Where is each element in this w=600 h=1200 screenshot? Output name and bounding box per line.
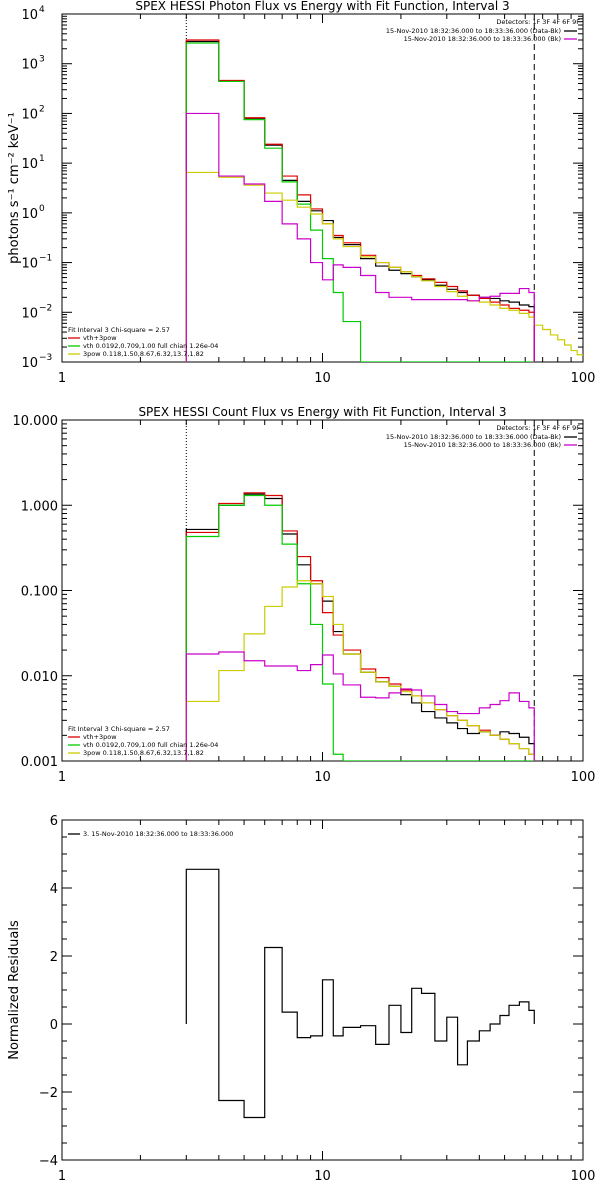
x-tick-label: 1 — [58, 770, 66, 785]
x-tick-label: 1 — [58, 371, 66, 386]
y-tick-label: 10 — [21, 8, 38, 23]
y-tick-label: 10 — [21, 157, 38, 172]
y-tick-exponent: 4 — [39, 5, 45, 15]
legend-entry-label: vth+3pow — [83, 733, 117, 741]
plot-frame — [61, 13, 584, 363]
series-3pow — [185, 580, 535, 761]
legend-entry-label: vth+3pow — [83, 334, 117, 342]
y-tick-label: 0.010 — [21, 670, 58, 685]
legend-entry-label: 15-Nov-2010 18:32:36.000 to 18:33:36.000… — [386, 27, 561, 35]
y-tick-label: −4 — [39, 1154, 58, 1169]
legend-entry-label: vth 0.0192,0.709,1.00 full chian 1.26e-0… — [83, 741, 218, 749]
legend-entry-label: 3pow 0.118,1.50,8.67,6.32,13.7,1.82 — [83, 749, 204, 757]
series-3pow — [185, 171, 583, 362]
legend-entry-label: 15-Nov-2010 18:32:36.000 to 18:33:36.000… — [404, 35, 561, 43]
x-tick-label: 10 — [314, 1169, 331, 1184]
legend-detectors: Detectors: 1F 3F 4F 6F 9F — [496, 424, 580, 432]
x-tick-label: 100 — [571, 770, 596, 785]
y-tick-label: 0.100 — [21, 585, 58, 600]
legend-entry-label: 3. 15-Nov-2010 18:32:36.000 to 18:33:36.… — [83, 830, 233, 838]
chart-2: SPEX HESSI Count Flux vs Energy with Fit… — [13, 405, 596, 785]
y-tick-exponent: −2 — [39, 303, 52, 313]
y-tick-exponent: 0 — [39, 204, 45, 214]
legend-fit-header: Fit Interval 3 Chi-square = 2.57 — [68, 725, 170, 733]
series-vth — [185, 494, 535, 761]
y-tick-label: 6 — [50, 814, 58, 829]
series-vth-3pow — [185, 39, 535, 362]
x-tick-label: 100 — [571, 1169, 596, 1184]
series-data-bk — [185, 493, 535, 761]
series-group — [185, 492, 535, 761]
y-tick-label: 0 — [50, 1018, 58, 1033]
legend-entry-label: 15-Nov-2010 18:32:36.000 to 18:33:36.000… — [404, 441, 561, 449]
series-group — [185, 868, 535, 1119]
x-tick-label: 1 — [58, 1169, 66, 1184]
y-axis-label: photons s⁻¹ cm⁻² keV⁻¹ — [7, 112, 22, 264]
series-bk — [185, 651, 535, 761]
chart-1: SPEX HESSI Photon Flux vs Energy with Fi… — [7, 0, 595, 386]
y-tick-exponent: −1 — [39, 254, 52, 264]
legend-entry-label: 3pow 0.118,1.50,8.67,6.32,13.7,1.82 — [83, 350, 204, 358]
y-tick-exponent: 3 — [39, 55, 45, 65]
y-tick-label: 10 — [21, 306, 38, 321]
series-bk — [185, 112, 535, 362]
series-vth — [185, 42, 535, 362]
y-tick-exponent: −3 — [39, 353, 52, 363]
y-tick-label: 10 — [21, 257, 38, 272]
x-tick-label: 10 — [314, 371, 331, 386]
y-tick-label: −2 — [39, 1086, 58, 1101]
y-tick-exponent: 1 — [39, 154, 45, 164]
series-data-bk — [185, 40, 535, 362]
y-tick-label: 0.001 — [21, 755, 58, 770]
y-tick-label: 10 — [21, 107, 38, 122]
chart-title: SPEX HESSI Count Flux vs Energy with Fit… — [138, 405, 506, 419]
x-tick-label: 100 — [571, 371, 596, 386]
y-axis-label: Normalized Residuals — [7, 920, 22, 1060]
y-tick-label: 10 — [21, 58, 38, 73]
y-tick-label: 10 — [21, 356, 38, 371]
y-tick-exponent: 2 — [39, 104, 45, 114]
series-residuals — [185, 868, 535, 1119]
series-group — [185, 39, 583, 362]
y-tick-label: 4 — [50, 882, 58, 897]
y-tick-label: 1.000 — [21, 499, 58, 514]
chart-title: SPEX HESSI Photon Flux vs Energy with Fi… — [135, 0, 509, 13]
legend-entry-label: 15-Nov-2010 18:32:36.000 to 18:33:36.000… — [386, 433, 561, 441]
y-tick-label: 10.000 — [13, 414, 59, 429]
legend-entry-label: vth 0.0192,0.709,1.00 full chian 1.26e-0… — [83, 342, 218, 350]
y-tick-label: 10 — [21, 207, 38, 222]
x-tick-label: 10 — [314, 770, 331, 785]
legend-detectors: Detectors: 1F 3F 4F 6F 9F — [496, 18, 580, 26]
y-tick-label: 2 — [50, 950, 58, 965]
chart-3: 1 10 100 6 4 2 0 −2 −4 Normalized Residuals 3. 15-… — [7, 814, 595, 1184]
series-vth-3pow — [185, 492, 535, 761]
legend-fit-header: Fit Interval 3 Chi-square = 2.57 — [68, 326, 170, 334]
